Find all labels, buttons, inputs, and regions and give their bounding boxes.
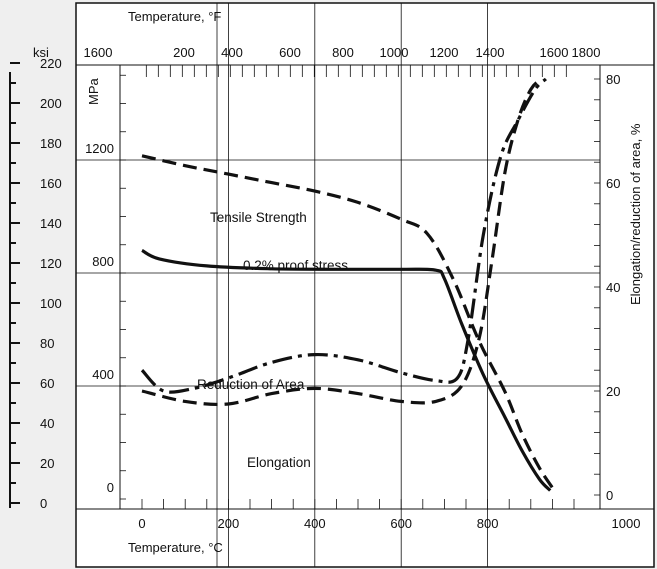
mpa-tick-label: 1200 (85, 141, 114, 156)
series-elongation (141, 77, 543, 407)
mpa-tick-label: 800 (92, 254, 114, 269)
chart-panel (75, 2, 655, 568)
axis-labels: 2202001801601401201008060402001200800400… (40, 45, 640, 531)
fahrenheit-tick-label: 1400 (476, 45, 505, 60)
ksi-tick-label: 120 (40, 256, 62, 271)
celsius-tick-label: 0 (138, 516, 145, 531)
series-reduction-of-area (140, 77, 547, 394)
celsius-tick-label: 800 (477, 516, 499, 531)
right-axis-title: Elongation/reduction of area, % (628, 123, 643, 305)
label-proof-stress: 0.2% proof stress (243, 258, 348, 273)
bottom-axis-title: Temperature, °C (128, 540, 223, 555)
fahrenheit-tick-label: 200 (173, 45, 195, 60)
pct-tick-label: 20 (606, 384, 620, 399)
pct-tick-label: 40 (606, 280, 620, 295)
label-tensile-strength: Tensile Strength (210, 210, 307, 225)
top-axis-title: Temperature, °F (128, 9, 221, 24)
ksi-tick-label: 0 (40, 496, 47, 511)
ksi-tick-label: 140 (40, 216, 62, 231)
ksi-axis-title: ksi (33, 45, 49, 60)
mpa-tick-label: 0 (107, 480, 114, 495)
celsius-tick-label: 400 (304, 516, 326, 531)
celsius-tick-label: 1000 (612, 516, 641, 531)
ksi-tick-label: 100 (40, 296, 62, 311)
mpa-tick-label: 400 (92, 367, 114, 382)
fahrenheit-tick-label: 400 (221, 45, 243, 60)
celsius-tick-label: 200 (218, 516, 240, 531)
fahrenheit-tick-label: 1600 (84, 45, 113, 60)
series-group (140, 77, 554, 492)
series-tensile-strength (141, 154, 554, 489)
ksi-tick-label: 220 (40, 56, 62, 71)
fahrenheit-tick-label: 1200 (430, 45, 459, 60)
ksi-tick-label: 160 (40, 176, 62, 191)
fahrenheit-tick-label: 800 (332, 45, 354, 60)
ksi-tick-label: 20 (40, 456, 54, 471)
mpa-axis-title: MPa (86, 78, 101, 106)
celsius-tick-label: 600 (390, 516, 412, 531)
ksi-tick-label: 180 (40, 136, 62, 151)
pct-tick-label: 60 (606, 176, 620, 191)
label-elongation: Elongation (247, 455, 311, 470)
fahrenheit-tick-label: 600 (279, 45, 301, 60)
ksi-tick-label: 60 (40, 376, 54, 391)
fahrenheit-tick-label: 1000 (380, 45, 409, 60)
label-reduction-of-area: Reduction of Area (197, 377, 305, 392)
fahrenheit-tick-label: 1600 (540, 45, 569, 60)
pct-tick-label: 80 (606, 72, 620, 87)
fahrenheit-tick-label: 1800 (572, 45, 601, 60)
ksi-tick-label: 80 (40, 336, 54, 351)
ksi-tick-label: 200 (40, 96, 62, 111)
axis-ticks (9, 62, 600, 509)
ksi-tick-label: 40 (40, 416, 54, 431)
series-proof-stress (141, 248, 552, 492)
pct-tick-label: 0 (606, 488, 613, 503)
